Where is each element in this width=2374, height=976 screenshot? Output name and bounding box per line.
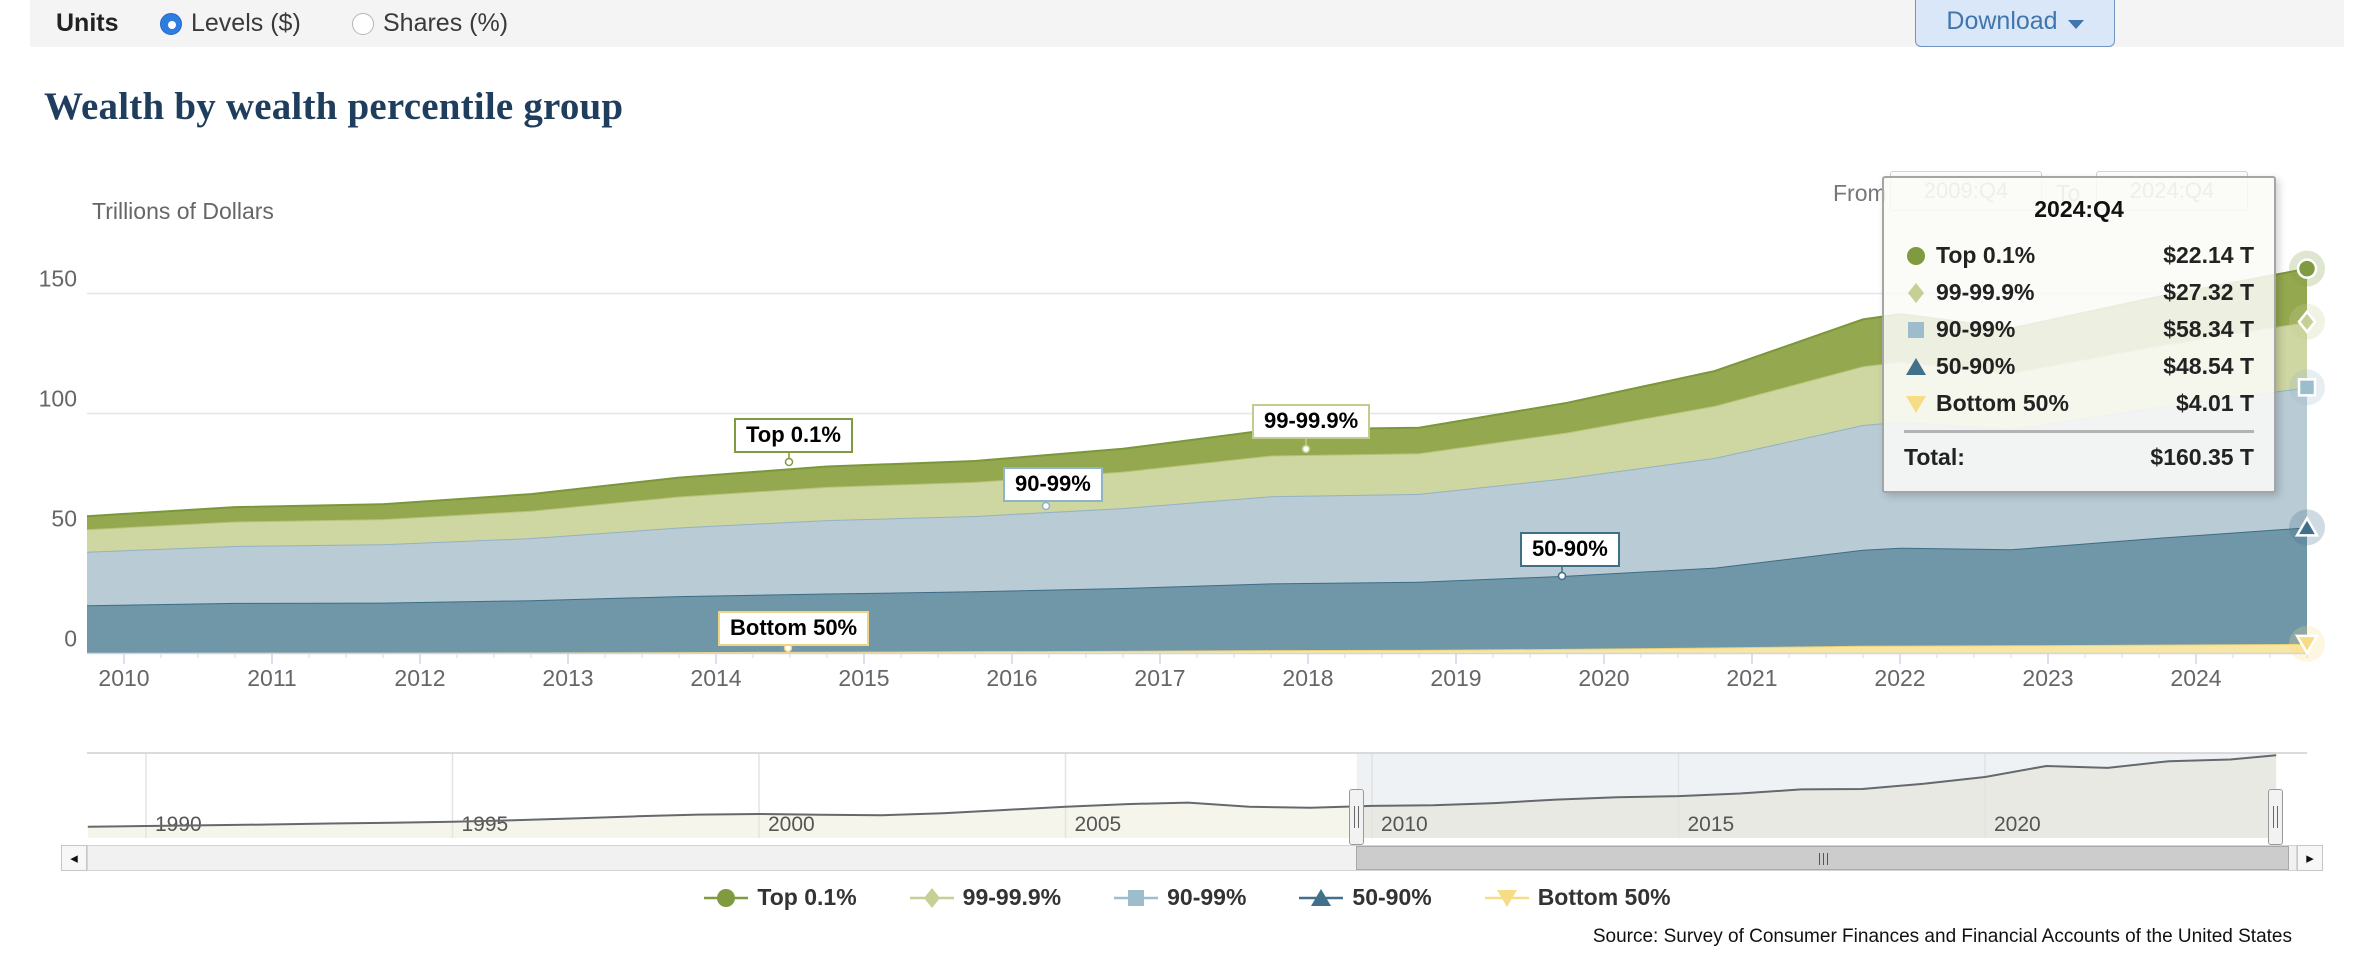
svg-text:2018: 2018 <box>1282 665 1333 691</box>
legend-item-top-0-1[interactable]: Top 0.1% <box>703 884 857 911</box>
svg-text:2010: 2010 <box>98 665 149 691</box>
tooltip-series-name: 50-90% <box>1936 353 2016 379</box>
svg-text:2020: 2020 <box>1994 813 2041 836</box>
scrollbar-grip-icon <box>1822 853 1824 865</box>
svg-text:2022: 2022 <box>1874 665 1925 691</box>
series-label-50-90: 50-90% <box>1520 532 1620 567</box>
tooltip-series-value: $22.14 T <box>2163 242 2254 268</box>
navigator-left-handle[interactable] <box>1349 789 1364 845</box>
diamond-marker-icon <box>909 887 955 909</box>
legend-item-50-90[interactable]: 50-90% <box>1298 884 1432 911</box>
triangle-down-marker-icon <box>1904 393 1930 415</box>
tooltip-row: 50-90% $48.54 T <box>1904 348 2254 385</box>
legend-label: 90-99% <box>1167 884 1247 910</box>
svg-text:2013: 2013 <box>542 665 593 691</box>
circle-marker-icon <box>703 887 749 909</box>
series-label-90-99: 90-99% <box>1003 467 1103 502</box>
radio-levels-icon[interactable] <box>160 12 182 35</box>
svg-text:2010: 2010 <box>1381 813 1428 836</box>
series-label-top-0-1: Top 0.1% <box>734 418 853 453</box>
tooltip-series-value: $48.54 T <box>2163 353 2254 379</box>
tooltip-series-value: $58.34 T <box>2163 316 2254 342</box>
svg-text:2011: 2011 <box>247 665 296 691</box>
chart-tooltip: 2024:Q4 Top 0.1% $22.14 T 99-99.9% $27.3… <box>1882 176 2276 493</box>
square-marker-icon <box>1904 319 1930 341</box>
y-axis-title: Trillions of Dollars <box>92 198 274 224</box>
tooltip-divider <box>1904 430 2254 433</box>
download-button[interactable]: Download <box>1915 0 2115 47</box>
tooltip-row: Top 0.1% $22.14 T <box>1904 237 2254 274</box>
scrollbar-thumb[interactable] <box>1356 846 2289 870</box>
download-button-label: Download <box>1946 7 2058 35</box>
tooltip-row: 99-99.9% $27.32 T <box>1904 274 2254 311</box>
legend-item-99-99-9[interactable]: 99-99.9% <box>909 884 1061 911</box>
scrollbar-left-arrow[interactable]: ◂ <box>61 845 87 871</box>
tooltip-period: 2024:Q4 <box>2034 196 2124 222</box>
units-bar: Units Levels ($) Shares (%) Download <box>30 0 2344 47</box>
source-note: Source: Survey of Consumer Finances and … <box>1592 926 2292 947</box>
chart-legend: Top 0.1% 99-99.9% 90-99% 50-90% Bottom 5… <box>0 884 2374 911</box>
svg-text:1995: 1995 <box>462 813 509 836</box>
tooltip-total-value: $160.35 T <box>2150 443 2254 470</box>
scrollbar-right-arrow[interactable]: ▸ <box>2297 845 2323 871</box>
svg-text:2005: 2005 <box>1075 813 1122 836</box>
triangle-down-marker-icon <box>1484 887 1530 909</box>
radio-option-shares[interactable]: Shares (%) <box>352 0 508 47</box>
tooltip-series-value: $27.32 T <box>2163 279 2254 305</box>
legend-label: Bottom 50% <box>1537 884 1671 910</box>
svg-text:2020: 2020 <box>1578 665 1629 691</box>
units-label: Units <box>56 9 119 37</box>
legend-label: 50-90% <box>1352 884 1432 910</box>
navigator-right-handle[interactable] <box>2268 789 2283 845</box>
series-label-bottom-50: Bottom 50% <box>718 611 870 646</box>
circle-marker-icon <box>1904 245 1930 267</box>
triangle-marker-icon <box>1298 887 1344 909</box>
tooltip-series-value: $4.01 T <box>2176 390 2254 416</box>
range-from-label: From <box>1833 180 1887 206</box>
svg-text:50: 50 <box>51 506 77 532</box>
tooltip-series-name: 90-99% <box>1936 316 2016 342</box>
radio-levels-label: Levels ($) <box>191 9 301 37</box>
legend-item-bottom-50[interactable]: Bottom 50% <box>1484 884 1671 911</box>
svg-text:150: 150 <box>39 266 77 292</box>
diamond-marker-icon <box>1904 282 1930 304</box>
legend-label: Top 0.1% <box>757 884 857 910</box>
svg-text:2019: 2019 <box>1430 665 1481 691</box>
svg-text:2024: 2024 <box>2170 665 2221 691</box>
tooltip-series-name: 99-99.9% <box>1936 279 2035 305</box>
page-title: Wealth by wealth percentile group <box>44 85 624 128</box>
square-marker-icon <box>1113 887 1159 909</box>
svg-text:2015: 2015 <box>838 665 889 691</box>
svg-text:2012: 2012 <box>394 665 445 691</box>
svg-text:2021: 2021 <box>1726 665 1777 691</box>
svg-text:2014: 2014 <box>690 665 741 691</box>
svg-text:0: 0 <box>64 626 77 652</box>
tooltip-series-name: Top 0.1% <box>1936 242 2036 268</box>
legend-label: 99-99.9% <box>962 884 1062 910</box>
tooltip-row: Bottom 50% $4.01 T <box>1904 385 2254 422</box>
svg-text:2023: 2023 <box>2022 665 2073 691</box>
svg-text:2017: 2017 <box>1134 665 1185 691</box>
series-label-99-99-9: 99-99.9% <box>1252 404 1371 439</box>
svg-text:2015: 2015 <box>1688 813 1735 836</box>
svg-text:100: 100 <box>39 386 77 412</box>
tooltip-row: 90-99% $58.34 T <box>1904 311 2254 348</box>
legend-item-90-99[interactable]: 90-99% <box>1113 884 1246 911</box>
radio-shares-label: Shares (%) <box>383 9 509 37</box>
triangle-marker-icon <box>1904 356 1930 378</box>
radio-option-levels[interactable]: Levels ($) <box>160 0 301 47</box>
svg-text:2016: 2016 <box>986 665 1037 691</box>
radio-shares-icon[interactable] <box>352 12 374 35</box>
tooltip-total-label: Total: <box>1904 443 1965 470</box>
tooltip-series-name: Bottom 50% <box>1936 390 2069 416</box>
svg-text:2000: 2000 <box>768 813 815 836</box>
svg-text:1990: 1990 <box>155 813 202 836</box>
caret-down-icon <box>2067 20 2084 29</box>
tooltip-total-row: Total: $160.35 T <box>1904 439 2254 475</box>
